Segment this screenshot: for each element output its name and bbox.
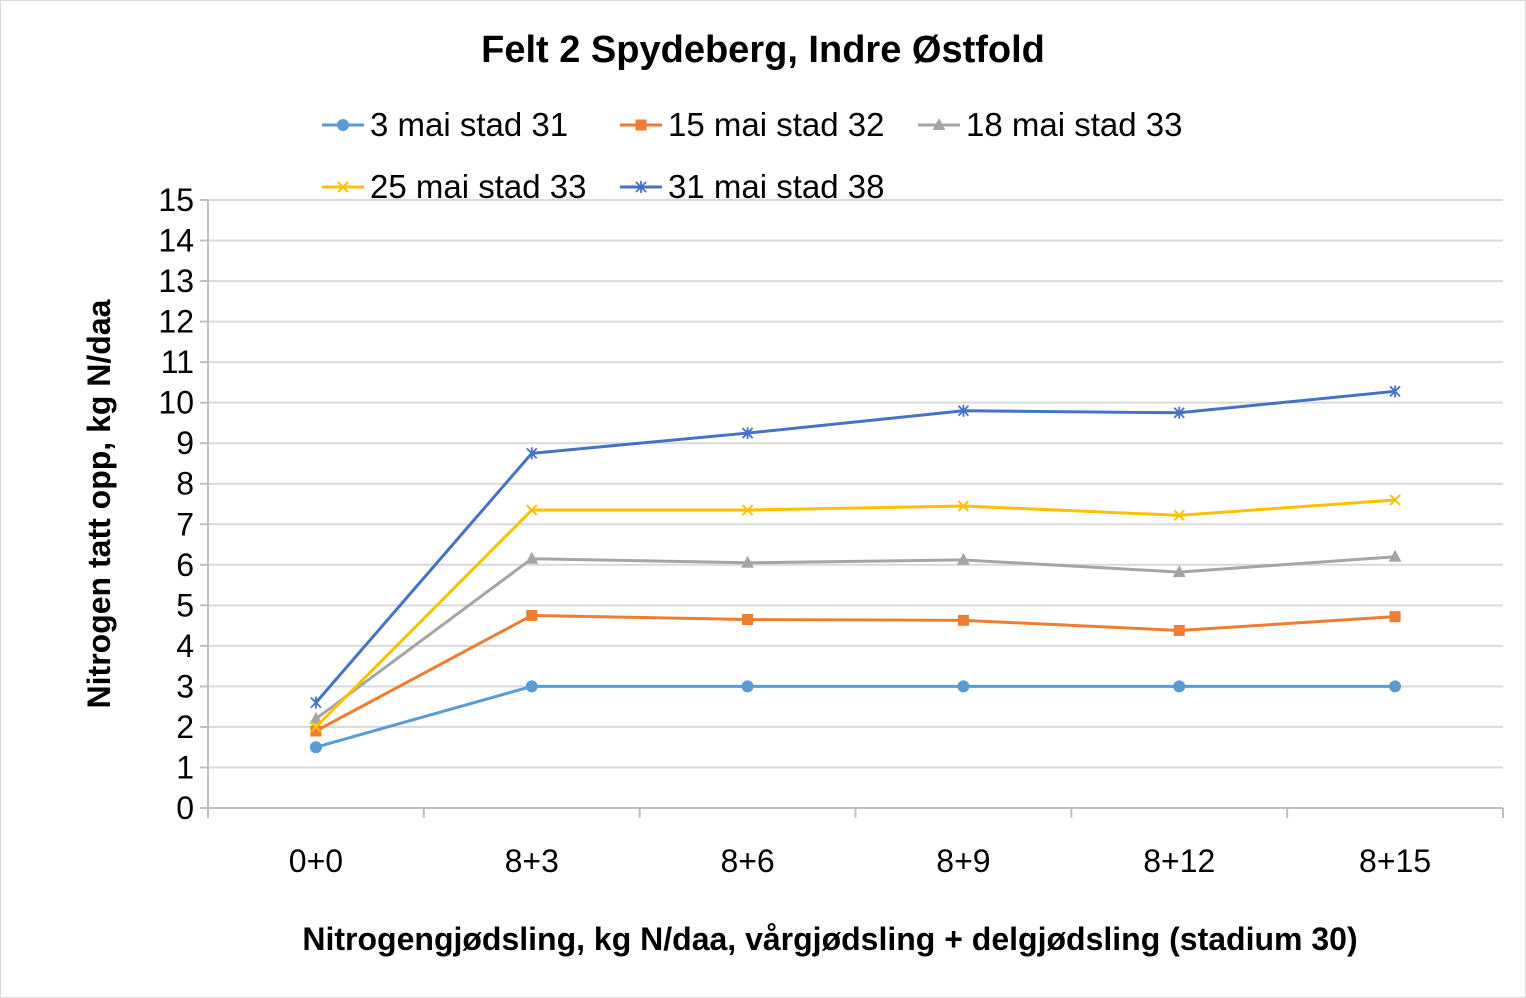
legend-marker-15-mai-stad-32: [635, 119, 647, 131]
legend-item-25-mai-stad-33: 25 mai stad 33: [322, 168, 586, 205]
x-tick-label-8-12: 8+12: [1143, 843, 1215, 879]
legend-item-3-mai-stad-31: 3 mai stad 31: [322, 106, 568, 143]
data-point-31-mai-stad-38-8-9: [957, 404, 970, 417]
legend-marker-31-mai-stad-38: [635, 181, 647, 193]
data-point-18-mai-stad-33-8-15: [1388, 549, 1402, 562]
data-point-31-mai-stad-38-8-12: [1173, 406, 1185, 419]
data-point-15-mai-stad-32-8-3: [526, 609, 538, 621]
data-point-25-mai-stad-33-8-3: [526, 504, 538, 516]
data-point-15-mai-stad-32-8-9: [957, 614, 969, 626]
series-line-31-mai-stad-38: [314, 389, 1396, 704]
y-tick-label-12: 12: [158, 304, 194, 340]
y-tick-label-5: 5: [176, 587, 194, 623]
x-tick-label-8-9: 8+9: [936, 843, 990, 879]
series-line-25-mai-stad-33: [314, 498, 1396, 728]
y-tick-label-3: 3: [176, 668, 194, 704]
legend-label-15-mai-stad-32: 15 mai stad 32: [668, 106, 884, 143]
data-point-18-mai-stad-33-8-6: [741, 555, 755, 568]
series-line-18-mai-stad-33: [315, 555, 1396, 721]
x-tick-label-0-0: 0+0: [289, 843, 343, 879]
data-point-15-mai-stad-32-0-0: [310, 725, 322, 737]
legend-label-3-mai-stad-31: 3 mai stad 31: [370, 106, 568, 143]
legend-item-18-mai-stad-33: 18 mai stad 33: [918, 106, 1182, 143]
legend-marker-25-mai-stad-33: [337, 181, 349, 193]
data-point-3-mai-stad-31-0-0: [309, 741, 322, 754]
x-axis-ticks: 0+0 8+3 8+6 8+9 8+12 8+15: [207, 808, 1504, 879]
data-point-3-mai-stad-31-8-3: [525, 680, 538, 693]
series-18-mai-stad-33: [309, 549, 1402, 724]
y-tick-label-1: 1: [176, 749, 194, 785]
gridlines: [208, 199, 1503, 769]
y-tick-label-0: 0: [176, 790, 194, 826]
y-tick-label-8: 8: [176, 466, 194, 502]
chart-title: Felt 2 Spydeberg, Indre Østfold: [481, 29, 1045, 71]
data-point-15-mai-stad-32-8-15: [1389, 611, 1401, 623]
y-tick-label-2: 2: [176, 709, 194, 745]
data-point-18-mai-stad-33-8-12: [1172, 565, 1186, 578]
y-tick-label-14: 14: [158, 223, 194, 259]
data-point-25-mai-stad-33-8-12: [1173, 509, 1185, 522]
y-tick-label-11: 11: [161, 344, 194, 380]
data-point-3-mai-stad-31-8-15: [1389, 680, 1402, 693]
y-tick-label-4: 4: [176, 628, 194, 664]
data-point-18-mai-stad-33-0-0: [309, 711, 323, 724]
series-15-mai-stad-32: [310, 609, 1401, 737]
legend-item-31-mai-stad-38: 31 mai stad 38: [620, 168, 884, 205]
series-line-3-mai-stad-31: [315, 684, 1396, 749]
y-tick-label-10: 10: [158, 385, 194, 421]
data-point-25-mai-stad-33-8-15: [1389, 494, 1401, 506]
y-tick-label-15: 15: [158, 182, 194, 218]
x-tick-label-8-6: 8+6: [720, 843, 774, 879]
data-point-25-mai-stad-33-8-6: [741, 504, 754, 516]
y-tick-label-9: 9: [176, 425, 194, 461]
data-point-25-mai-stad-33-8-9: [957, 500, 970, 512]
data-point-31-mai-stad-38-0-0: [310, 696, 322, 709]
x-tick-label-8-15: 8+15: [1359, 843, 1431, 879]
legend-label-25-mai-stad-33: 25 mai stad 33: [370, 168, 586, 205]
legend-marker-18-mai-stad-33: [932, 118, 946, 130]
series-group: [309, 385, 1402, 754]
series-31-mai-stad-38: [310, 385, 1401, 709]
data-point-18-mai-stad-33-8-9: [956, 552, 970, 565]
series-3-mai-stad-31: [309, 680, 1402, 754]
data-point-31-mai-stad-38-8-15: [1389, 385, 1401, 398]
legend-label-18-mai-stad-33: 18 mai stad 33: [966, 106, 1182, 143]
y-tick-label-13: 13: [158, 263, 194, 299]
legend-item-15-mai-stad-32: 15 mai stad 32: [620, 106, 884, 143]
series-25-mai-stad-33: [310, 494, 1401, 733]
data-point-31-mai-stad-38-8-6: [741, 427, 754, 440]
data-point-25-mai-stad-33-0-0: [310, 721, 322, 733]
data-point-15-mai-stad-32-8-6: [742, 614, 754, 626]
data-point-3-mai-stad-31-8-9: [957, 680, 970, 693]
x-tick-label-8-3: 8+3: [505, 843, 559, 879]
series-line-15-mai-stad-32: [315, 613, 1396, 733]
data-point-15-mai-stad-32-8-12: [1173, 624, 1185, 636]
y-tick-label-7: 7: [176, 506, 194, 542]
legend-marker-3-mai-stad-31: [337, 119, 349, 131]
y-tick-label-6: 6: [176, 547, 194, 583]
data-point-3-mai-stad-31-8-12: [1173, 680, 1186, 693]
data-point-31-mai-stad-38-8-3: [526, 447, 538, 460]
legend: 3 mai stad 31 15 mai stad 32 18 mai stad 3…: [322, 106, 1182, 205]
data-point-18-mai-stad-33-8-3: [525, 551, 539, 564]
x-axis-label: Nitrogengjødsling, kg N/daa, vårgjødslin…: [302, 921, 1357, 957]
legend-label-31-mai-stad-38: 31 mai stad 38: [668, 168, 884, 205]
data-point-3-mai-stad-31-8-6: [741, 680, 754, 693]
y-axis-label: Nitrogen tatt opp, kg N/daa: [81, 299, 117, 708]
